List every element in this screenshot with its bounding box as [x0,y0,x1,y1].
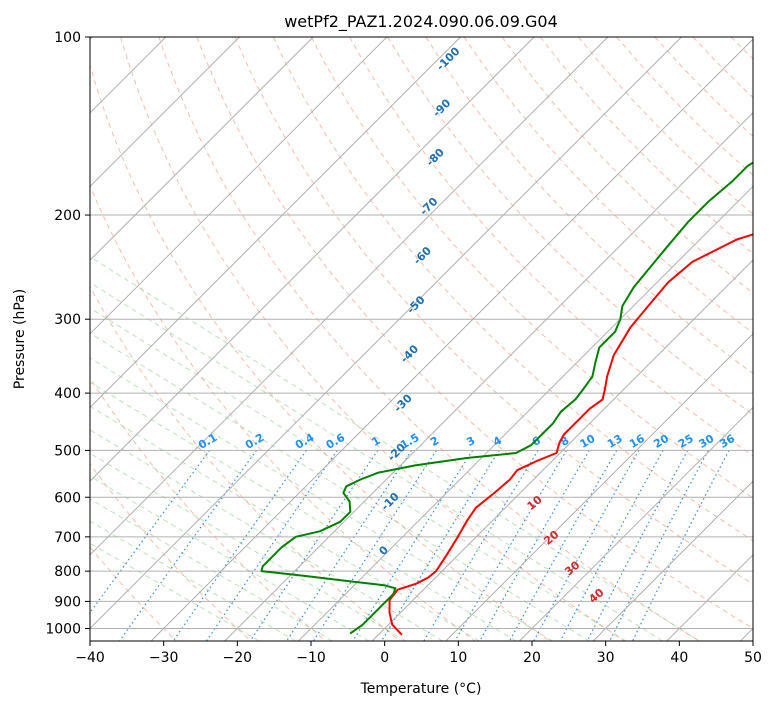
dry-adiabat [90,63,551,641]
moist-adiabat [90,429,443,641]
isotherm-line [298,185,753,641]
isotherm-line [90,37,461,409]
isotherm-line [445,333,753,641]
plot-frame [89,36,754,642]
x-tick-label: −20 [223,650,253,666]
moist-adiabat [90,281,663,641]
x-tick-label: 20 [523,650,541,666]
x-tick-label: 0 [380,650,389,666]
dry-adiabat [387,37,753,416]
moist-adiabat [90,381,517,641]
y-tick-label: 300 [54,312,81,328]
isotherm-line [224,112,753,641]
x-tick-label: 30 [597,650,615,666]
isotherm-line [592,480,753,641]
mixing-ratio-line [609,450,709,641]
moist-adiabat [90,475,370,641]
dry-adiabat [349,37,753,457]
mixing-ratio-line [479,450,590,641]
y-tick-label: 200 [54,208,81,224]
mixing-ratio-line [533,450,640,641]
moist-adiabat [90,520,296,641]
dewpoint-series-line [260,161,753,635]
mixing-ratio-line [312,450,437,641]
isotherm-line [150,38,753,641]
x-axis: −40 −30 −20 −10 0 10 20 30 40 50 [75,641,762,666]
moist-adiabat [90,256,700,641]
moist-adiabat [90,452,406,641]
y-tick-label: 500 [54,443,81,459]
dry-adiabat [196,37,753,630]
x-axis-label: Temperature (°C) [360,681,482,697]
dry-adiabat [90,463,252,641]
y-tick-label: 400 [54,386,81,402]
mixing-ratio-line [249,450,379,641]
mixing-ratio-line [423,450,539,641]
moist-adiabat [90,405,480,641]
mixing-ratio-line [509,450,618,641]
x-tick-label: 50 [744,650,762,666]
grid [90,37,753,641]
moist-adiabat [90,542,260,641]
mixing-ratio-line [205,450,338,641]
chart-title: wetPf2_PAZ1.2024.090.06.09.G04 [284,12,558,32]
y-axis-label: Pressure (hPa) [12,289,28,389]
y-tick-label: 700 [54,530,81,546]
x-tick-label: −30 [149,650,179,666]
dry-adiabat [120,37,625,641]
mixing-ratio-line [559,450,664,641]
mixing-ratio-line [90,450,211,614]
isotherm-line [90,37,240,188]
dry-adiabat [158,37,700,641]
y-tick-label: 600 [54,490,81,506]
isotherm-line [371,259,753,641]
isotherm-line [90,37,682,630]
y-tick-label: 800 [54,564,81,580]
dry-adiabat [90,376,327,641]
x-tick-label: −10 [296,650,326,666]
y-tick-label: 100 [54,30,81,46]
isotherm-line [519,406,753,641]
mixing-ratio-line [454,450,568,641]
dry-adiabat [310,37,753,499]
temperature-series-line [388,233,753,636]
dry-adiabat [90,184,476,641]
y-tick-label: 900 [54,594,81,610]
isotherm-line [90,37,314,261]
moist-adiabat [90,498,333,641]
x-tick-label: −40 [75,650,105,666]
background-lines [90,37,753,641]
dry-adiabat [234,37,753,585]
y-axis: 100 200 300 400 500 600 700 800 900 1000 [45,30,90,637]
isotherm-line [90,37,535,482]
data-series [260,161,753,636]
x-tick-label: 10 [449,650,467,666]
mixing-ratio-line [586,450,689,641]
x-tick-label: 40 [670,650,688,666]
isotherm-line [90,37,609,556]
y-tick-label: 1000 [45,621,81,637]
isotherm-line [90,37,388,335]
